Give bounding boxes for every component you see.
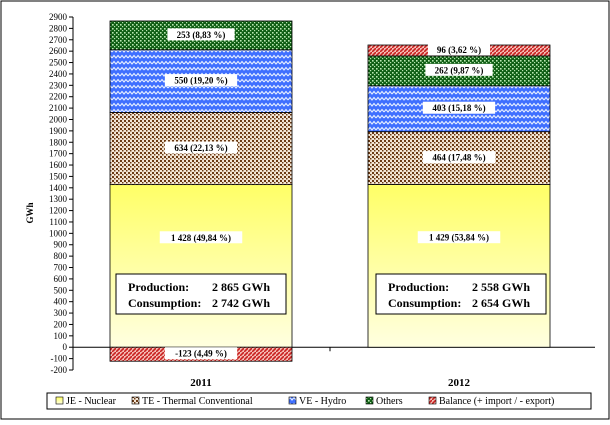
- y-tick-label: 1300: [49, 194, 68, 204]
- y-tick-label: 1800: [49, 137, 68, 147]
- summary-label: Consumption:: [388, 296, 461, 310]
- summary-value: 2 558 GWh: [472, 280, 530, 294]
- data-label-background: [167, 28, 235, 41]
- x-category-label: 2012: [448, 377, 471, 389]
- legend-swatch: [428, 396, 437, 405]
- y-tick-label: 600: [54, 274, 68, 284]
- y-tick-label: 1200: [49, 206, 68, 216]
- summary-label: Production:: [388, 280, 449, 294]
- data-label-background: [425, 63, 493, 76]
- data-label-background: [164, 347, 238, 360]
- data-label: 1 429 (53,84 %): [429, 233, 489, 243]
- legend-swatch: [365, 396, 374, 405]
- y-tick-label: 1000: [49, 228, 68, 238]
- y-tick-label: 2000: [49, 114, 68, 124]
- data-label: -123 (4,49 %): [175, 349, 227, 359]
- bar-segment: [109, 184, 293, 348]
- y-tick-label: 400: [54, 297, 68, 307]
- data-label: 464 (17,48 %): [432, 153, 485, 163]
- summary-box: [375, 273, 547, 315]
- y-tick-label: 2400: [49, 69, 68, 79]
- data-label-background: [427, 43, 491, 56]
- y-tick-label: 2200: [49, 92, 68, 102]
- data-label: 403 (15,18 %): [432, 103, 485, 113]
- y-tick-label: 100: [54, 331, 68, 341]
- data-label: 262 (9,87 %): [435, 65, 484, 75]
- x-category-label: 2011: [190, 377, 211, 389]
- legend: JE - Nuclear TE - Thermal Conventional VE …: [46, 392, 592, 410]
- data-label: 1 428 (49,84 %): [171, 233, 231, 243]
- y-tick-label: 800: [54, 251, 68, 261]
- y-tick-label: 2700: [49, 35, 68, 45]
- legend-entry: VE - Hydro: [299, 396, 346, 407]
- y-tick-label: 200: [54, 319, 68, 329]
- summary-box: [115, 273, 287, 315]
- y-tick-label: 300: [54, 308, 68, 318]
- summary-value: 2 654 GWh: [472, 296, 530, 310]
- legend-swatch: [131, 396, 140, 405]
- y-tick-label: 700: [54, 263, 68, 273]
- y-tick-label: 1400: [49, 183, 68, 193]
- summary-value: 2 865 GWh: [212, 280, 270, 294]
- legend-entry: JE - Nuclear: [66, 396, 117, 407]
- legend-entry: TE - Thermal Conventional: [142, 396, 253, 407]
- summary-boxes: Production: 2 865 GWh Consumption: 2 742 GW…: [115, 273, 547, 315]
- y-tick-label: 0: [63, 342, 68, 352]
- y-tick-label: -200: [51, 365, 68, 375]
- y-tick-label: 2800: [49, 23, 68, 33]
- y-tick-label: 1700: [49, 149, 68, 159]
- y-tick-label: 2300: [49, 80, 68, 90]
- legend-entry: Others: [376, 396, 403, 407]
- data-label-background: [417, 231, 501, 244]
- summary-label: Production:: [128, 280, 189, 294]
- y-tick-label: 2900: [49, 12, 68, 22]
- data-label-background: [422, 151, 496, 164]
- y-tick-label: 500: [54, 285, 68, 295]
- data-label: 634 (22,13 %): [174, 143, 227, 153]
- bars: [109, 20, 551, 362]
- legend-entry: Balance (+ import / - export): [439, 396, 554, 407]
- y-tick-label: 1600: [49, 160, 68, 170]
- bar-segment: [367, 184, 551, 348]
- legend-swatch: [288, 396, 297, 405]
- data-label: 550 (19,20 %): [174, 76, 227, 86]
- y-tick-label: 2600: [49, 46, 68, 56]
- legend-box: [46, 392, 592, 410]
- data-label: 96 (3,62 %): [437, 45, 481, 55]
- y-tick-label: 2500: [49, 58, 68, 68]
- legend-swatch: [55, 396, 64, 405]
- summary-label: Consumption:: [128, 296, 201, 310]
- data-label-background: [159, 231, 243, 244]
- data-label: 253 (8,83 %): [177, 30, 226, 40]
- data-label-background: [164, 141, 238, 154]
- y-tick-label: 900: [54, 240, 68, 250]
- data-label-background: [164, 74, 238, 87]
- y-tick-label: 1500: [49, 171, 68, 181]
- y-tick-label: 2100: [49, 103, 68, 113]
- summary-value: 2 742 GWh: [212, 296, 270, 310]
- bar-labels: 1 428 (49,84 %) 634 (22,13 %) 550 (19,20 %…: [159, 28, 501, 389]
- data-label-background: [422, 101, 496, 114]
- y-axis-label: GWh: [25, 202, 35, 223]
- y-tick-label: -100: [51, 354, 68, 364]
- y-tick-label: 1100: [49, 217, 67, 227]
- y-tick-label: 1900: [49, 126, 68, 136]
